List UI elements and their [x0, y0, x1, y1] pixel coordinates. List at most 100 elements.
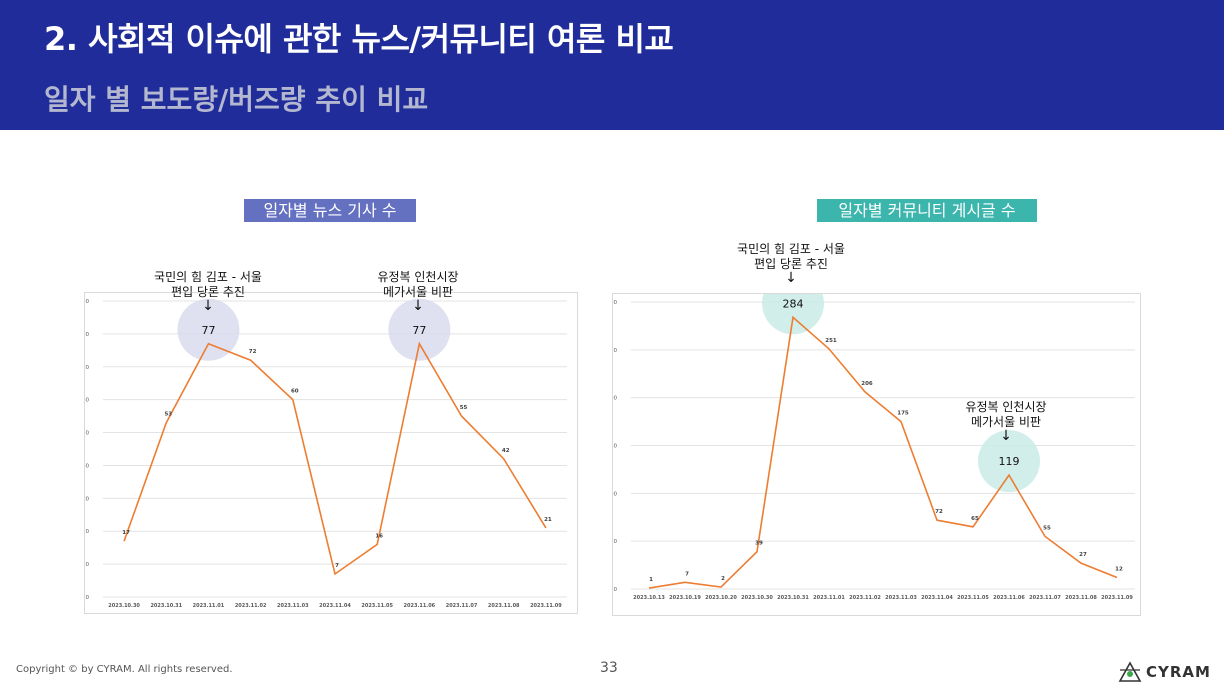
community-ytick-label: 100 — [613, 491, 617, 497]
cyram-logo-icon — [1118, 661, 1142, 682]
news-ytick-label: 90 — [85, 299, 89, 305]
news-highlight-circle — [177, 298, 240, 361]
community-data-label: 72 — [935, 509, 943, 515]
news-data-label: 21 — [544, 517, 552, 523]
page-number: 33 — [600, 660, 618, 676]
community-ytick-label: 300 — [613, 300, 617, 306]
news-annotation-2: 유정복 인천시장 메가서울 비판 — [350, 270, 486, 300]
community-highlight-circle — [978, 430, 1040, 493]
community-data-label: 65 — [971, 516, 979, 522]
news-annotation-2-line1: 유정복 인천시장 — [377, 270, 459, 284]
community-data-label: 251 — [825, 338, 837, 344]
news-annotation-2-arrow-icon: ↓ — [412, 298, 424, 314]
community-xtick-label: 2023.10.13 — [633, 595, 665, 601]
news-chart-box: 0 10 20 30 40 50 60 70 80 90 77 77 17 53 72 60 7 16 55 42 21… — [82, 292, 578, 614]
community-annotation-2-line2: 메가서울 비판 — [970, 415, 1042, 429]
community-xtick-label: 2023.10.31 — [777, 595, 809, 601]
news-data-label: 53 — [164, 412, 172, 418]
community-xtick-label: 2023.10.20 — [705, 595, 737, 601]
footer-copyright: Copyright © by CYRAM. All rights reserve… — [16, 664, 233, 675]
news-ytick-label: 0 — [86, 595, 90, 601]
news-ytick-label: 50 — [85, 431, 89, 437]
community-xtick-label: 2023.11.07 — [1029, 595, 1061, 601]
news-data-label: 60 — [291, 389, 299, 395]
community-annotation-1-line1: 국민의 힘 김포 - 서울 — [737, 242, 845, 256]
community-annotation-2-line1: 유정복 인천시장 — [965, 400, 1047, 414]
news-highlight-value: 77 — [201, 324, 215, 337]
news-data-label: 7 — [335, 563, 339, 569]
community-data-label: 1 — [649, 577, 653, 583]
news-xtick-label: 2023.11.06 — [404, 603, 436, 609]
news-xtick-label: 2023.11.09 — [530, 603, 562, 609]
news-ytick-label: 20 — [85, 529, 89, 535]
community-annotation-1: 국민의 힘 김포 - 서울 편입 당론 추진 — [721, 242, 861, 272]
community-xtick-label: 2023.11.04 — [921, 595, 953, 601]
news-annotation-1: 국민의 힘 김포 - 서울 편입 당론 추진 — [138, 270, 278, 300]
community-data-label: 12 — [1115, 567, 1123, 573]
community-ytick-label: 200 — [613, 396, 617, 402]
community-annotation-1-line2: 편입 당론 추진 — [754, 257, 828, 271]
community-ytick-label: 250 — [613, 348, 617, 354]
news-xtick-label: 2023.11.05 — [361, 603, 393, 609]
community-line-chart: 0501001502002503002841191723925120617572… — [607, 272, 1135, 601]
community-data-label: 27 — [1079, 552, 1087, 558]
community-annotation-2-arrow-icon: ↓ — [1000, 428, 1012, 444]
community-xtick-label: 2023.11.06 — [993, 595, 1025, 601]
page-subtitle: 일자 별 보도량/버즈량 추이 비교 — [44, 83, 429, 116]
news-data-label: 42 — [502, 448, 510, 454]
news-xtick-label: 2023.10.30 — [108, 603, 140, 609]
news-xtick-label: 2023.11.01 — [193, 603, 225, 609]
community-data-label: 39 — [755, 541, 763, 547]
community-highlight-value: 284 — [783, 297, 804, 310]
news-xtick-label: 2023.11.07 — [446, 603, 478, 609]
news-ytick-label: 70 — [85, 365, 89, 371]
community-data-label: 7 — [685, 571, 689, 577]
community-xtick-label: 2023.11.01 — [813, 595, 845, 601]
cyram-logo: CYRAM — [1118, 660, 1211, 684]
news-data-label: 72 — [249, 349, 257, 355]
news-data-label: 17 — [122, 530, 130, 536]
news-chart-label: 일자별 뉴스 기사 수 — [244, 199, 416, 222]
community-ytick-label: 150 — [613, 444, 617, 450]
news-data-label: 16 — [375, 533, 383, 539]
news-ytick-label: 40 — [85, 463, 89, 469]
page-title: 2. 사회적 이슈에 관한 뉴스/커뮤니티 여론 비교 — [44, 20, 674, 58]
news-annotation-2-line2: 메가서울 비판 — [382, 285, 454, 299]
community-chart-box: 0501001502002503002841191723925120617572… — [607, 272, 1141, 616]
news-ytick-label: 30 — [85, 496, 89, 502]
community-data-label: 175 — [897, 411, 909, 417]
news-xtick-label: 2023.10.31 — [150, 603, 182, 609]
news-xtick-label: 2023.11.03 — [277, 603, 309, 609]
community-highlight-value: 119 — [999, 455, 1020, 468]
news-xtick-label: 2023.11.02 — [235, 603, 267, 609]
header-banner: 2. 사회적 이슈에 관한 뉴스/커뮤니티 여론 비교 일자 별 보도량/버즈량… — [0, 0, 1224, 130]
community-annotation-2: 유정복 인천시장 메가서울 비판 — [938, 400, 1074, 430]
community-xtick-label: 2023.11.05 — [957, 595, 989, 601]
news-ytick-label: 60 — [85, 398, 89, 404]
logo-text: CYRAM — [1146, 663, 1211, 681]
community-xtick-label: 2023.10.19 — [669, 595, 701, 601]
news-ytick-label: 10 — [85, 562, 89, 568]
community-data-label: 55 — [1043, 525, 1051, 531]
community-annotation-1-arrow-icon: ↓ — [785, 270, 797, 286]
news-ytick-label: 80 — [85, 332, 89, 338]
news-annotation-1-arrow-icon: ↓ — [202, 298, 214, 314]
community-chart-label: 일자별 커뮤니티 게시글 수 — [817, 199, 1037, 222]
news-series-line — [123, 341, 547, 576]
community-xtick-label: 2023.10.30 — [741, 595, 773, 601]
news-annotation-1-line2: 편입 당론 추진 — [171, 285, 245, 299]
news-annotation-1-line1: 국민의 힘 김포 - 서울 — [154, 270, 262, 284]
news-data-label: 55 — [460, 405, 468, 411]
community-ytick-label: 50 — [613, 539, 617, 545]
community-series-line — [648, 315, 1118, 589]
community-xtick-label: 2023.11.09 — [1101, 595, 1133, 601]
news-line-chart: 0 10 20 30 40 50 60 70 80 90 77 77 17 53 72 60 7 16 55 42 21… — [82, 298, 567, 609]
community-ytick-label: 0 — [614, 587, 618, 593]
community-xtick-label: 2023.11.08 — [1065, 595, 1097, 601]
community-data-label: 206 — [861, 381, 873, 387]
news-xtick-label: 2023.11.04 — [319, 603, 351, 609]
community-xtick-label: 2023.11.02 — [849, 595, 881, 601]
community-data-label: 2 — [721, 576, 725, 582]
news-highlight-value: 77 — [412, 324, 426, 337]
news-xtick-label: 2023.11.08 — [488, 603, 520, 609]
